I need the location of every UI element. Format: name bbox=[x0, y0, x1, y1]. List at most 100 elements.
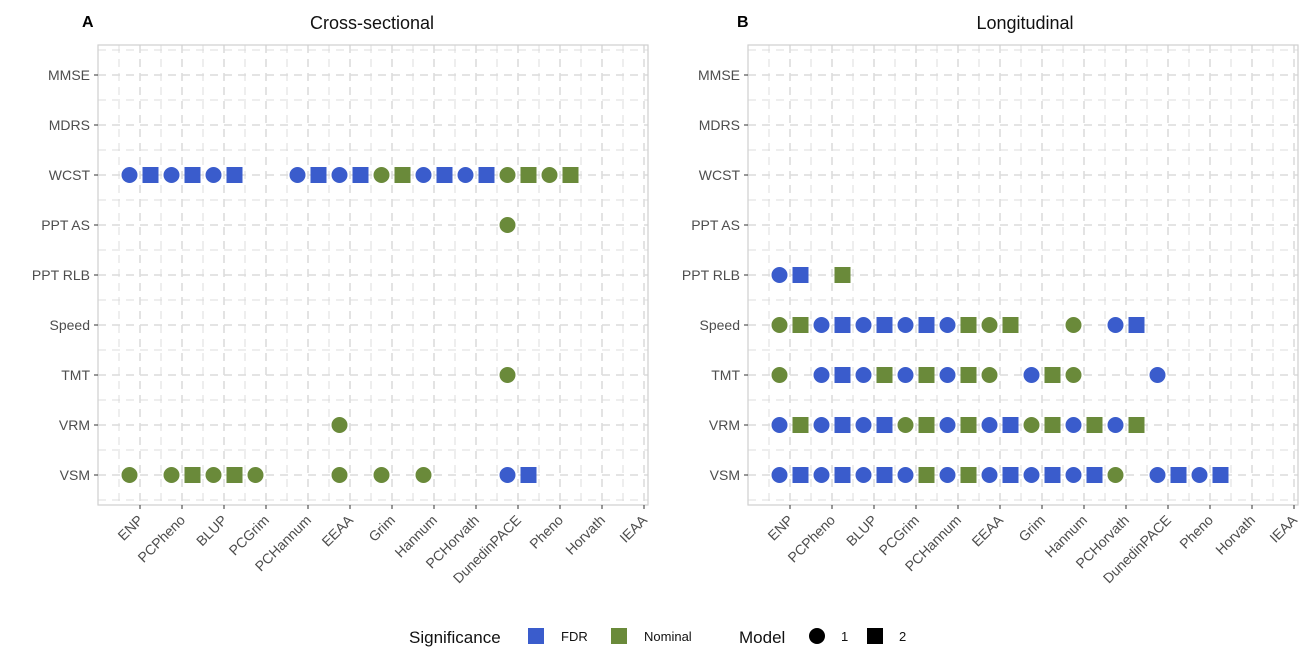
legend-shape-circle bbox=[809, 628, 825, 644]
point-model1-fdr bbox=[205, 167, 222, 183]
y-tick-label: VRM bbox=[709, 417, 740, 433]
x-tick-label: IEAA bbox=[1266, 511, 1300, 545]
point-model2-fdr bbox=[1170, 467, 1187, 483]
point-model1-fdr bbox=[855, 367, 872, 383]
point-model1-nominal bbox=[163, 467, 180, 483]
point-model1-nominal bbox=[981, 367, 998, 383]
point-model1-nominal bbox=[541, 167, 558, 183]
y-tick-label: MMSE bbox=[48, 67, 90, 83]
point-model1-fdr bbox=[331, 167, 348, 183]
point-model2-nominal bbox=[918, 367, 935, 383]
point-model1-fdr bbox=[1149, 467, 1166, 483]
point-model2-nominal bbox=[918, 467, 935, 483]
point-model2-fdr bbox=[876, 317, 893, 333]
point-model1-fdr bbox=[457, 167, 474, 183]
point-model2-nominal bbox=[792, 317, 809, 333]
point-model2-nominal bbox=[834, 267, 851, 283]
point-model2-fdr bbox=[834, 367, 851, 383]
panel-tag: A bbox=[82, 14, 94, 31]
point-model1-nominal bbox=[499, 167, 516, 183]
point-model2-fdr bbox=[1212, 467, 1229, 483]
point-model2-fdr bbox=[792, 467, 809, 483]
point-model2-fdr bbox=[142, 167, 159, 183]
point-model2-fdr bbox=[1002, 467, 1019, 483]
point-model2-fdr bbox=[1086, 467, 1103, 483]
point-model1-nominal bbox=[205, 467, 222, 483]
point-model2-fdr bbox=[184, 167, 201, 183]
point-model1-fdr bbox=[771, 417, 788, 433]
point-model2-fdr bbox=[834, 467, 851, 483]
point-model2-fdr bbox=[310, 167, 327, 183]
point-model1-fdr bbox=[289, 167, 306, 183]
y-tick-label: PPT RLB bbox=[682, 267, 740, 283]
point-model1-fdr bbox=[121, 167, 138, 183]
x-tick-label: BLUP bbox=[843, 512, 880, 549]
point-model2-fdr bbox=[352, 167, 369, 183]
point-model1-fdr bbox=[163, 167, 180, 183]
point-model1-fdr bbox=[897, 467, 914, 483]
x-tick-label: Grim bbox=[365, 512, 398, 545]
point-model1-fdr bbox=[897, 367, 914, 383]
point-model1-nominal bbox=[373, 467, 390, 483]
panel-a: Cross-sectional A MMSE MDRS WCST PPT AS PPT RL… bbox=[32, 13, 651, 586]
point-model1-fdr bbox=[813, 317, 830, 333]
y-tick-label: MMSE bbox=[698, 67, 740, 83]
point-model1-fdr bbox=[939, 467, 956, 483]
x-tick-label: Pheno bbox=[1176, 512, 1216, 552]
point-model2-fdr bbox=[876, 467, 893, 483]
y-tick-label: TMT bbox=[61, 367, 90, 383]
point-model1-fdr bbox=[855, 467, 872, 483]
legend-swatch-nominal bbox=[611, 628, 627, 644]
point-model1-fdr bbox=[499, 467, 516, 483]
point-model1-nominal bbox=[499, 217, 516, 233]
y-tick-label: VRM bbox=[59, 417, 90, 433]
point-model2-nominal bbox=[960, 417, 977, 433]
point-model2-nominal bbox=[394, 167, 411, 183]
point-model1-fdr bbox=[771, 467, 788, 483]
point-model2-fdr bbox=[876, 417, 893, 433]
y-tick-label: Speed bbox=[700, 317, 740, 333]
point-model1-nominal bbox=[981, 317, 998, 333]
point-model2-nominal bbox=[1044, 417, 1061, 433]
point-model2-nominal bbox=[1086, 417, 1103, 433]
y-tick-label: MDRS bbox=[699, 117, 740, 133]
x-tick-label: IEAA bbox=[616, 511, 650, 545]
point-model1-nominal bbox=[1065, 317, 1082, 333]
point-model1-fdr bbox=[1023, 367, 1040, 383]
point-model1-fdr bbox=[1107, 317, 1124, 333]
point-model2-nominal bbox=[792, 417, 809, 433]
point-model1-fdr bbox=[771, 267, 788, 283]
point-model2-nominal bbox=[876, 367, 893, 383]
legend-shape-square bbox=[867, 628, 883, 644]
point-model1-fdr bbox=[855, 317, 872, 333]
point-model2-nominal bbox=[918, 417, 935, 433]
point-model2-fdr bbox=[834, 417, 851, 433]
panel-title: Longitudinal bbox=[976, 13, 1073, 33]
x-tick-label: Grim bbox=[1015, 512, 1048, 545]
point-model1-fdr bbox=[897, 317, 914, 333]
point-model2-fdr bbox=[226, 167, 243, 183]
y-tick-label: PPT AS bbox=[691, 217, 740, 233]
point-model1-nominal bbox=[331, 417, 348, 433]
point-model1-nominal bbox=[897, 417, 914, 433]
point-model2-nominal bbox=[1002, 317, 1019, 333]
legend-significance-title: Significance bbox=[409, 628, 501, 647]
legend-model-title: Model bbox=[739, 628, 785, 647]
point-model1-fdr bbox=[939, 367, 956, 383]
point-model2-nominal bbox=[960, 367, 977, 383]
point-model1-fdr bbox=[1191, 467, 1208, 483]
legend-label-nominal: Nominal bbox=[644, 629, 692, 644]
point-model1-nominal bbox=[415, 467, 432, 483]
point-model1-nominal bbox=[771, 367, 788, 383]
legend-label-model-2: 2 bbox=[899, 629, 906, 644]
point-model1-fdr bbox=[1149, 367, 1166, 383]
y-tick-label: Speed bbox=[50, 317, 90, 333]
x-tick-label: EEAA bbox=[968, 511, 1006, 549]
panel-title: Cross-sectional bbox=[310, 13, 434, 33]
y-tick-label: WCST bbox=[49, 167, 91, 183]
point-model1-nominal bbox=[1023, 417, 1040, 433]
point-model1-fdr bbox=[1065, 417, 1082, 433]
x-tick-label: Horvath bbox=[1212, 512, 1258, 558]
point-model1-nominal bbox=[373, 167, 390, 183]
